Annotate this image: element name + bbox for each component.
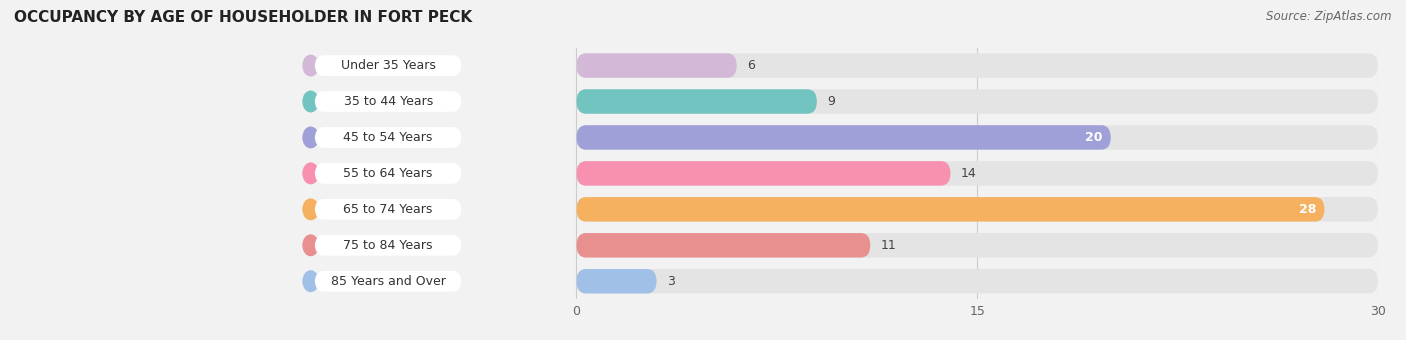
Text: 35 to 44 Years: 35 to 44 Years: [343, 95, 433, 108]
Circle shape: [304, 55, 318, 76]
Circle shape: [304, 235, 318, 256]
Text: 9: 9: [828, 95, 835, 108]
Text: 20: 20: [1085, 131, 1102, 144]
Circle shape: [304, 271, 318, 291]
Text: 11: 11: [882, 239, 897, 252]
FancyBboxPatch shape: [576, 89, 1378, 114]
Text: Under 35 Years: Under 35 Years: [340, 59, 436, 72]
FancyBboxPatch shape: [576, 53, 737, 78]
FancyBboxPatch shape: [576, 197, 1378, 222]
FancyBboxPatch shape: [315, 199, 461, 220]
FancyBboxPatch shape: [576, 197, 1324, 222]
Text: 14: 14: [962, 167, 977, 180]
FancyBboxPatch shape: [315, 235, 461, 256]
FancyBboxPatch shape: [576, 89, 817, 114]
FancyBboxPatch shape: [576, 233, 1378, 257]
FancyBboxPatch shape: [315, 55, 461, 76]
FancyBboxPatch shape: [315, 271, 461, 292]
FancyBboxPatch shape: [315, 163, 461, 184]
FancyBboxPatch shape: [576, 233, 870, 257]
Text: 75 to 84 Years: 75 to 84 Years: [343, 239, 433, 252]
FancyBboxPatch shape: [576, 269, 657, 293]
Circle shape: [304, 163, 318, 184]
FancyBboxPatch shape: [576, 161, 1378, 186]
FancyBboxPatch shape: [576, 125, 1378, 150]
Text: 55 to 64 Years: 55 to 64 Years: [343, 167, 433, 180]
Circle shape: [304, 127, 318, 148]
Text: Source: ZipAtlas.com: Source: ZipAtlas.com: [1267, 10, 1392, 23]
Text: 6: 6: [748, 59, 755, 72]
Text: 45 to 54 Years: 45 to 54 Years: [343, 131, 433, 144]
Text: 85 Years and Over: 85 Years and Over: [330, 275, 446, 288]
FancyBboxPatch shape: [576, 53, 1378, 78]
Text: 3: 3: [668, 275, 675, 288]
Circle shape: [304, 91, 318, 112]
Text: 65 to 74 Years: 65 to 74 Years: [343, 203, 433, 216]
FancyBboxPatch shape: [576, 269, 1378, 293]
Text: OCCUPANCY BY AGE OF HOUSEHOLDER IN FORT PECK: OCCUPANCY BY AGE OF HOUSEHOLDER IN FORT …: [14, 10, 472, 25]
FancyBboxPatch shape: [576, 161, 950, 186]
Text: 28: 28: [1299, 203, 1316, 216]
Circle shape: [304, 199, 318, 220]
FancyBboxPatch shape: [576, 125, 1111, 150]
FancyBboxPatch shape: [315, 127, 461, 148]
FancyBboxPatch shape: [315, 91, 461, 112]
